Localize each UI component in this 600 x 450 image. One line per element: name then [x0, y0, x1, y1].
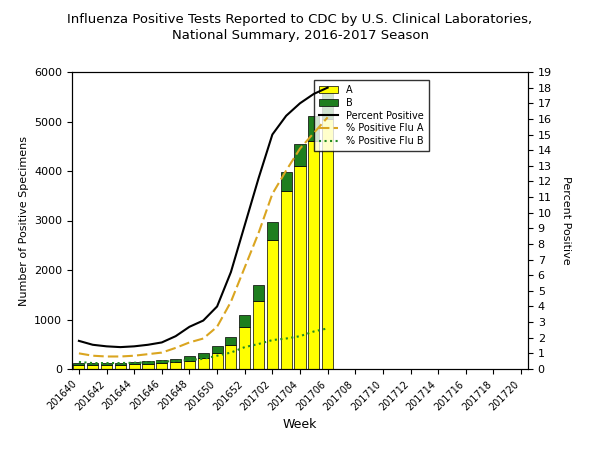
- Bar: [253, 301, 264, 369]
- Bar: [101, 363, 112, 365]
- Bar: [142, 361, 154, 364]
- Bar: [198, 358, 209, 369]
- Bar: [253, 285, 264, 301]
- Bar: [115, 365, 126, 369]
- Bar: [87, 365, 98, 369]
- Bar: [170, 359, 181, 362]
- Bar: [267, 240, 278, 369]
- Bar: [87, 363, 98, 365]
- Bar: [184, 360, 195, 369]
- Bar: [226, 345, 236, 369]
- Bar: [212, 346, 223, 353]
- Bar: [281, 172, 292, 191]
- Bar: [115, 363, 126, 365]
- Bar: [267, 222, 278, 240]
- Bar: [308, 141, 319, 369]
- X-axis label: Week: Week: [283, 418, 317, 431]
- Y-axis label: Number of Positive Specimens: Number of Positive Specimens: [19, 135, 29, 306]
- Bar: [295, 166, 305, 369]
- Bar: [308, 116, 319, 141]
- Bar: [198, 353, 209, 358]
- Bar: [184, 356, 195, 360]
- Bar: [212, 353, 223, 369]
- Bar: [128, 364, 140, 369]
- Bar: [142, 364, 154, 369]
- Bar: [156, 363, 167, 369]
- Bar: [170, 362, 181, 369]
- Y-axis label: Percent Positive: Percent Positive: [561, 176, 571, 265]
- Bar: [128, 362, 140, 364]
- Bar: [101, 365, 112, 369]
- Bar: [322, 119, 333, 369]
- Legend: A, B, Percent Positive, % Positive Flu A, % Positive Flu B: A, B, Percent Positive, % Positive Flu A…: [314, 80, 428, 151]
- Bar: [239, 327, 250, 369]
- Bar: [295, 144, 305, 166]
- Bar: [281, 191, 292, 369]
- Bar: [73, 363, 85, 365]
- Bar: [226, 337, 236, 345]
- Bar: [73, 364, 85, 369]
- Bar: [156, 360, 167, 363]
- Bar: [322, 91, 333, 119]
- Text: Influenza Positive Tests Reported to CDC by U.S. Clinical Laboratories,
National: Influenza Positive Tests Reported to CDC…: [67, 14, 533, 41]
- Bar: [239, 315, 250, 327]
